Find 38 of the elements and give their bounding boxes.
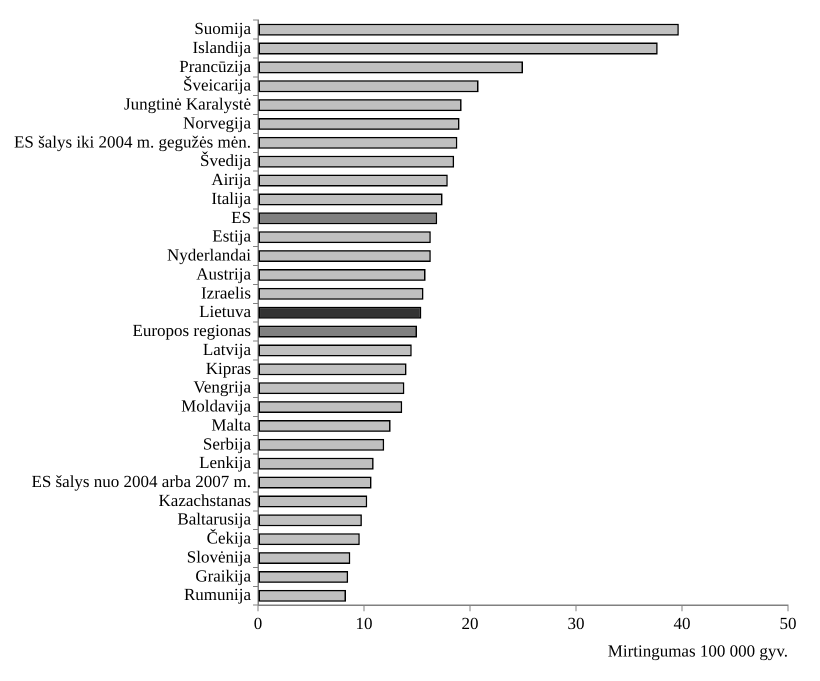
x-tick-label: 40: [674, 614, 691, 633]
y-tick-label: ES: [231, 208, 252, 227]
x-axis-title: Mirtingumas 100 000 gyv.: [608, 641, 788, 660]
y-tick-label: ES šalys iki 2004 m. gegužės mėn.: [14, 132, 252, 152]
y-tick-label: Rumunija: [184, 585, 252, 604]
x-tick-label: 10: [356, 614, 373, 633]
y-tick-label: Čekija: [206, 528, 252, 548]
y-tick-label: Latvija: [202, 340, 252, 359]
y-tick-label: Izraelis: [201, 283, 252, 302]
y-tick-label: ES šalys nuo 2004 arba 2007 m.: [31, 472, 252, 492]
y-tick-label: Slovėnija: [186, 547, 252, 566]
y-tick-label: Lietuva: [199, 302, 252, 322]
y-tick-label: Austrija: [196, 264, 252, 284]
x-tick-label: 20: [462, 614, 479, 633]
y-tick-label: Lenkija: [199, 453, 252, 472]
y-tick-label: Vengrija: [193, 378, 252, 397]
y-tick-label: Jungtinė Karalystė: [124, 94, 252, 114]
y-tick-label: Malta: [211, 415, 252, 434]
y-tick-label: Kazachstanas: [158, 490, 252, 510]
y-tick-label: Europos regionas: [132, 321, 252, 340]
x-tick-label: 30: [568, 614, 585, 633]
y-tick-label: Graikija: [195, 566, 252, 586]
y-tick-label: Suomija: [194, 19, 252, 38]
y-tick-label: Airija: [211, 170, 252, 190]
y-tick-label: Baltarusija: [177, 510, 252, 529]
y-tick-label: Serbija: [202, 434, 252, 454]
y-tick-label: Švedija: [200, 151, 252, 170]
y-tick-label: Italija: [211, 188, 252, 208]
y-tick-label: Moldavija: [181, 396, 252, 416]
y-tick-label: Nyderlandai: [167, 246, 252, 265]
y-tick-label: Norvegija: [183, 113, 252, 132]
y-tick-label: Kipras: [206, 358, 252, 378]
y-tick-label: Šveicarija: [183, 76, 252, 95]
x-tick-label: 50: [780, 614, 796, 633]
y-tick-label: Prancūzija: [179, 56, 252, 76]
y-tick-label: Estija: [212, 226, 252, 246]
x-tick-label: 0: [254, 614, 262, 633]
y-tick-label: Islandija: [192, 38, 252, 57]
